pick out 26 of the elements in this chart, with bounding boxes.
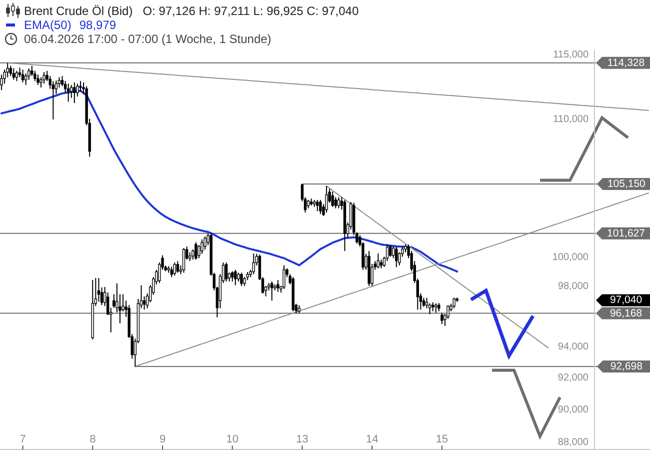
x-tick-label: 8 [90, 434, 96, 446]
y-tick-label: 90,000 [558, 404, 589, 416]
y-tick-label: 98,000 [558, 281, 589, 292]
x-tick-label: 9 [159, 434, 166, 446]
data-label: 105,150 [607, 178, 646, 190]
y-tick-label: 92,000 [558, 372, 589, 384]
chart-title: Brent Crude Öl (Bid) [24, 4, 133, 18]
text: O: 97,126 H: 97,211 L: 96,925 C: 97,040 [142, 4, 359, 18]
x-tick-label: 13 [296, 434, 308, 446]
x-tick-label: 7 [20, 434, 26, 446]
x-tick-label: 14 [366, 434, 378, 446]
y-tick-label: 100,000 [552, 252, 589, 263]
ref-line-label: 114,328 [607, 56, 645, 69]
chart-subtitle: 06.04.2026 17:00 - 07:00 (1 Woche, 1 Stunde) [24, 32, 272, 46]
data-label: 92,698 [610, 360, 643, 372]
y-tick-label: 110,000 [553, 114, 589, 125]
x-tick-label: 10 [226, 434, 238, 446]
legend-label: EMA(50) [24, 18, 72, 32]
x-tick-label: 15 [436, 434, 448, 446]
y-tick-label: 88,000 [558, 436, 589, 448]
y-tick-label: 115,000 [553, 50, 589, 61]
annotation: 97,040 [610, 294, 642, 306]
text: 98,979 [79, 18, 116, 32]
y-tick-label: 94,000 [558, 341, 589, 352]
ref-line-label: 96,168 [610, 307, 642, 320]
ref-line-label: 101,627 [607, 227, 646, 240]
